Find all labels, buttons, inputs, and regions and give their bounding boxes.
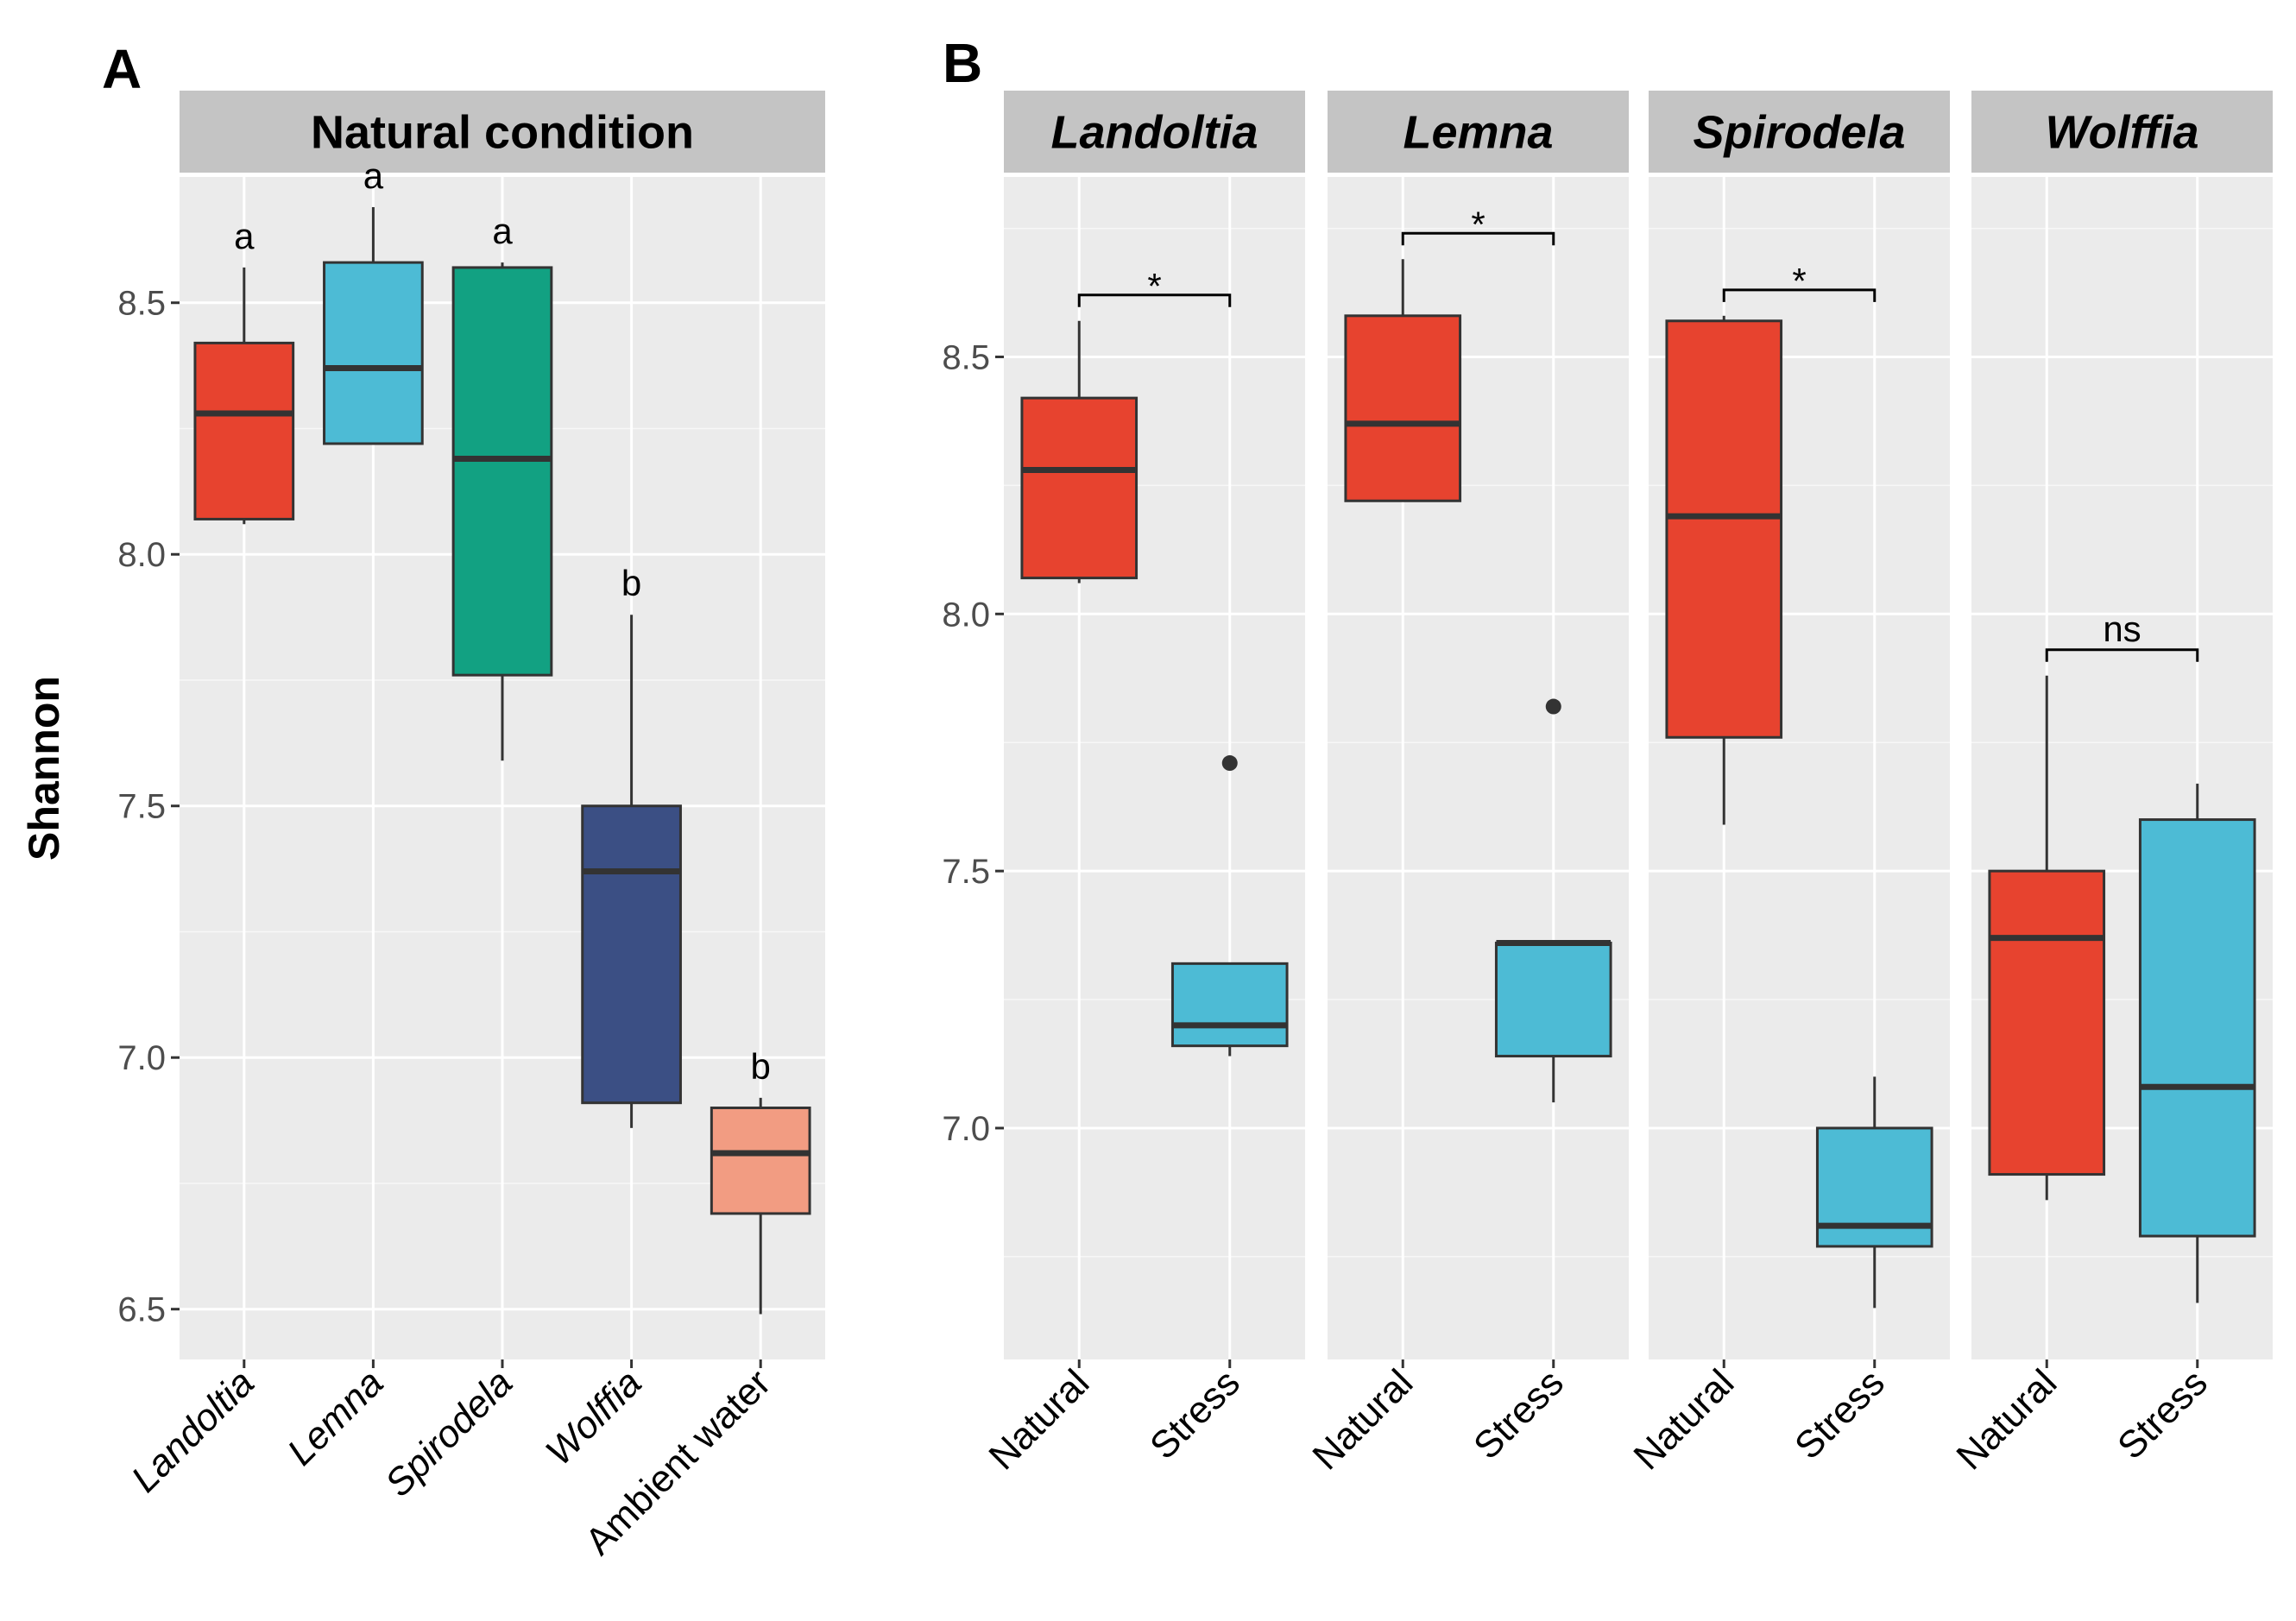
panel-letter-b: B [943, 32, 982, 94]
box-lemna-box [323, 261, 424, 445]
strip-title-wolffia: Wolffia [2045, 107, 2198, 159]
box-spirodela-box [451, 266, 553, 677]
box-wolffia-box [581, 804, 682, 1105]
signif-bracket-landoltia [1077, 293, 1232, 307]
strip-landoltia [1004, 91, 1305, 173]
x-tick-label-natural: Natural [1304, 1361, 1421, 1478]
strip-title-spirodela: Spirodela [1693, 107, 1905, 159]
facet-spirodela: Spirodela * Natural Stress [1625, 91, 1950, 1478]
signif-label-spirodela: * [1792, 261, 1806, 301]
x-tick-label-natural: Natural [1625, 1361, 1742, 1478]
x-tick-label-natural: Natural [1948, 1361, 2065, 1478]
y-tick-label: 8.0 [117, 536, 166, 574]
box-lemna-natural-box [1344, 314, 1462, 502]
panel-a: A Natural condition 6.5 7.0 7.5 8.0 8.5 a a a b b La… [20, 38, 825, 1563]
signif-label-wolffia: ns [2103, 609, 2141, 649]
facet-wolffia: Wolffia ns Natural Stress [1948, 91, 2273, 1478]
strip-natural-condition [180, 91, 825, 173]
x-tick-label-spirodela: Spirodela [377, 1361, 520, 1504]
y-axis-label: Shannon [20, 676, 68, 861]
x-tick-label-lemna: Lemna [280, 1361, 392, 1473]
x-tick-label-natural: Natural [981, 1361, 1097, 1478]
box-lemna-stress-box [1494, 942, 1612, 1058]
box-landoltia-stress-box [1170, 962, 1289, 1048]
signif-label-lemna: * [1471, 204, 1485, 244]
strip-lemna [1328, 91, 1629, 173]
x-tick-label-stress: Stress [1787, 1361, 1893, 1467]
x-tick-label-stress: Stress [1466, 1361, 1572, 1467]
strip-title: Natural condition [311, 107, 694, 159]
letter-lemna: a [363, 155, 384, 196]
strip-title-lemna: Lemna [1403, 107, 1553, 159]
facet-landoltia: Landoltia * Natural Stress [981, 91, 1305, 1478]
box-landoltia-box [193, 341, 295, 520]
letter-ambient-water: b [751, 1046, 771, 1087]
letter-spirodela: a [492, 211, 513, 251]
y-tick-label: 6.5 [117, 1291, 166, 1329]
y-tick-label: 8.0 [942, 596, 990, 634]
signif-bracket-wolffia [2045, 648, 2199, 662]
y-tick-label: 8.5 [117, 285, 166, 323]
strip-title-landoltia: Landoltia [1051, 107, 1258, 159]
box-landoltia-natural-box [1020, 396, 1139, 580]
y-tick-label: 7.0 [942, 1110, 990, 1148]
x-tick-label-stress: Stress [2110, 1361, 2216, 1467]
panel-letter-a: A [102, 38, 142, 100]
x-tick-label-landoltia: Landoltia [123, 1361, 262, 1500]
box-wolffia-natural-box [1988, 869, 2106, 1176]
box-landoltia-stress-outlier-0 [1221, 755, 1238, 772]
letter-landoltia: a [234, 216, 255, 256]
facet-lemna: Lemna * Natural Stress [1304, 91, 1629, 1478]
x-tick-label-stress: Stress [1142, 1361, 1248, 1467]
strip-wolffia [1971, 91, 2273, 173]
box-wolffia-stress-box [2138, 818, 2256, 1238]
signif-label-landoltia: * [1147, 266, 1161, 306]
plot-background [1004, 177, 1305, 1359]
box-lemna-stress-outlier-0 [1545, 698, 1561, 715]
letter-wolffia: b [621, 563, 641, 603]
signif-bracket-spirodela [1722, 288, 1877, 302]
y-tick-label: 7.5 [117, 788, 166, 826]
box-ambient-water-box [710, 1107, 811, 1215]
strip-spirodela [1649, 91, 1950, 173]
y-tick-label: 7.0 [117, 1039, 166, 1077]
box-spirodela-natural-box [1665, 319, 1783, 739]
signif-bracket-lemna [1401, 231, 1555, 246]
y-tick-label: 8.5 [942, 338, 990, 376]
y-tick-label: 7.5 [942, 853, 990, 891]
x-tick-label-wolffia: Wolffia [538, 1361, 650, 1473]
